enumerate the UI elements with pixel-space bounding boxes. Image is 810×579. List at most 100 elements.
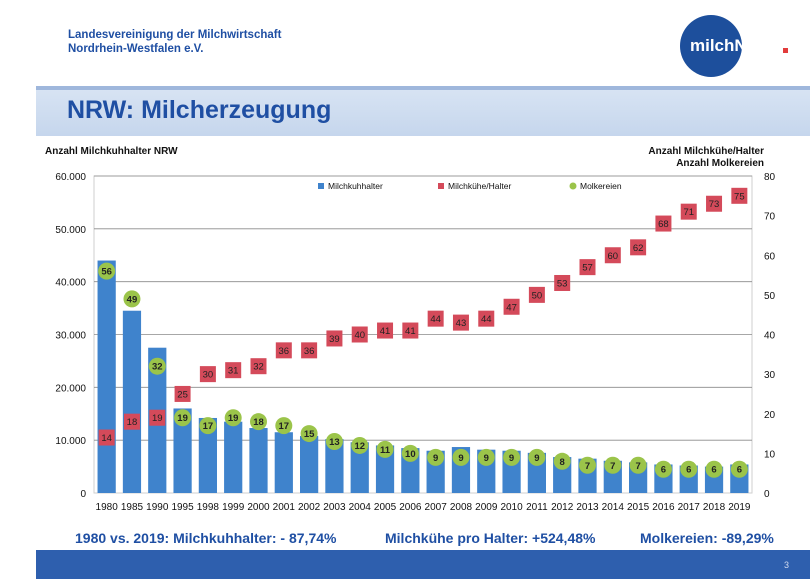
point-molkereien — [275, 417, 293, 435]
x-tick-label: 1980 — [96, 502, 119, 513]
legend-label-molkereien: Molkereien — [580, 181, 622, 191]
bar-milchkuhhalter — [274, 432, 293, 493]
left-tick-label: 50.000 — [55, 225, 86, 236]
bar-milchkuhhalter — [375, 445, 395, 493]
point-molkereien — [376, 440, 394, 458]
right-tick-label: 60 — [764, 251, 776, 262]
bar-milchkuhhalter — [300, 435, 319, 493]
x-tick-label: 2018 — [703, 502, 726, 513]
right-tick-label: 50 — [764, 291, 776, 302]
label-molkereien: 49 — [127, 294, 138, 305]
summary-milchkuehe-pro-halter: Milchkühe pro Halter: +524,48% — [385, 530, 596, 546]
legend-label-milchkuhhalter: Milchkuhhalter — [328, 181, 383, 191]
right-tick-label: 10 — [764, 449, 776, 460]
x-tick-label: 2012 — [551, 502, 574, 513]
label-molkereien: 6 — [737, 465, 742, 476]
point-molkereien — [351, 436, 369, 454]
label-molkereien: 6 — [686, 465, 691, 476]
point-molkereien — [452, 448, 470, 466]
legend-marker-milchkuhhalter — [318, 183, 324, 189]
x-tick-label: 2019 — [728, 502, 751, 513]
summary-molkereien: Molkereien: -89,29% — [640, 530, 774, 546]
point-milchkuehe-halter — [275, 342, 292, 359]
point-molkereien — [503, 448, 521, 466]
point-milchkuehe-halter — [351, 326, 368, 343]
label-milchkuehe-halter: 36 — [304, 346, 315, 357]
right-tick-label: 0 — [764, 489, 770, 500]
point-milchkuehe-halter — [655, 215, 672, 232]
point-milchkuehe-halter — [123, 413, 140, 430]
logo-nrw: NRW — [734, 36, 775, 55]
point-milchkuehe-halter — [326, 330, 343, 347]
point-molkereien — [604, 456, 622, 474]
point-milchkuehe-halter — [149, 409, 166, 426]
label-molkereien: 9 — [433, 453, 438, 464]
x-tick-label: 2009 — [475, 502, 498, 513]
label-milchkuehe-halter: 47 — [506, 302, 517, 313]
x-tick-label: 2004 — [349, 502, 372, 513]
label-milchkuehe-halter: 73 — [709, 199, 720, 210]
label-molkereien: 9 — [484, 453, 489, 464]
point-milchkuehe-halter — [427, 310, 444, 327]
point-molkereien — [174, 409, 192, 427]
label-molkereien: 10 — [405, 449, 416, 460]
x-tick-label: 1999 — [222, 502, 245, 513]
point-molkereien — [553, 452, 571, 470]
bar-milchkuhhalter — [325, 439, 344, 493]
label-milchkuehe-halter: 43 — [456, 318, 467, 329]
point-molkereien — [98, 262, 116, 280]
label-milchkuehe-halter: 41 — [405, 326, 416, 337]
label-milchkuehe-halter: 60 — [608, 251, 619, 262]
label-molkereien: 13 — [329, 437, 340, 448]
label-milchkuehe-halter: 71 — [683, 207, 694, 218]
label-molkereien: 7 — [635, 461, 640, 472]
right-tick-label: 80 — [764, 172, 776, 183]
point-milchkuehe-halter — [503, 298, 520, 315]
point-milchkuehe-halter — [402, 322, 419, 339]
label-milchkuehe-halter: 68 — [658, 219, 669, 230]
org-line-2: Nordrhein-Westfalen e.V. — [68, 43, 204, 55]
footer-bar — [36, 550, 810, 579]
label-milchkuehe-halter: 53 — [557, 278, 568, 289]
bar-milchkuhhalter — [97, 260, 116, 493]
logo-dot-icon — [783, 48, 788, 53]
bar-milchkuhhalter — [173, 408, 192, 493]
label-molkereien: 32 — [152, 362, 163, 373]
label-milchkuehe-halter: 32 — [253, 362, 264, 373]
point-molkereien — [730, 460, 748, 478]
right-axis-title-1: Anzahl Milchkühe/Halter — [648, 146, 764, 157]
point-milchkuehe-halter — [199, 366, 216, 383]
point-molkereien — [705, 460, 723, 478]
point-molkereien — [224, 409, 242, 427]
label-molkereien: 9 — [534, 453, 539, 464]
label-molkereien: 11 — [380, 445, 391, 456]
left-tick-label: 10.000 — [55, 436, 86, 447]
label-molkereien: 12 — [354, 441, 365, 452]
point-molkereien — [250, 413, 267, 431]
point-milchkuehe-halter — [478, 310, 495, 327]
x-tick-label: 2001 — [273, 502, 296, 513]
label-milchkuehe-halter: 31 — [228, 366, 239, 377]
point-molkereien — [300, 425, 318, 443]
point-milchkuehe-halter — [301, 342, 318, 359]
x-tick-label: 1990 — [146, 502, 169, 513]
label-milchkuehe-halter: 40 — [354, 330, 365, 341]
label-molkereien: 6 — [711, 465, 716, 476]
point-milchkuehe-halter — [225, 362, 242, 379]
x-tick-label: 2014 — [602, 502, 625, 513]
x-tick-label: 2008 — [450, 502, 473, 513]
right-tick-label: 20 — [764, 410, 776, 421]
organization-name: Landesvereinigung der Milchwirtschaft No… — [68, 28, 281, 56]
point-molkereien — [427, 448, 445, 466]
point-milchkuehe-halter — [706, 195, 723, 212]
x-tick-label: 2015 — [627, 502, 650, 513]
label-molkereien: 8 — [560, 457, 565, 468]
label-milchkuehe-halter: 41 — [380, 326, 391, 337]
bar-milchkuhhalter — [350, 442, 369, 493]
label-molkereien: 17 — [203, 421, 214, 432]
x-tick-label: 2003 — [323, 502, 346, 513]
right-tick-label: 30 — [764, 370, 776, 381]
right-tick-label: 70 — [764, 212, 776, 223]
logo-milch: milch — [690, 36, 735, 55]
x-tick-label: 2006 — [399, 502, 422, 513]
